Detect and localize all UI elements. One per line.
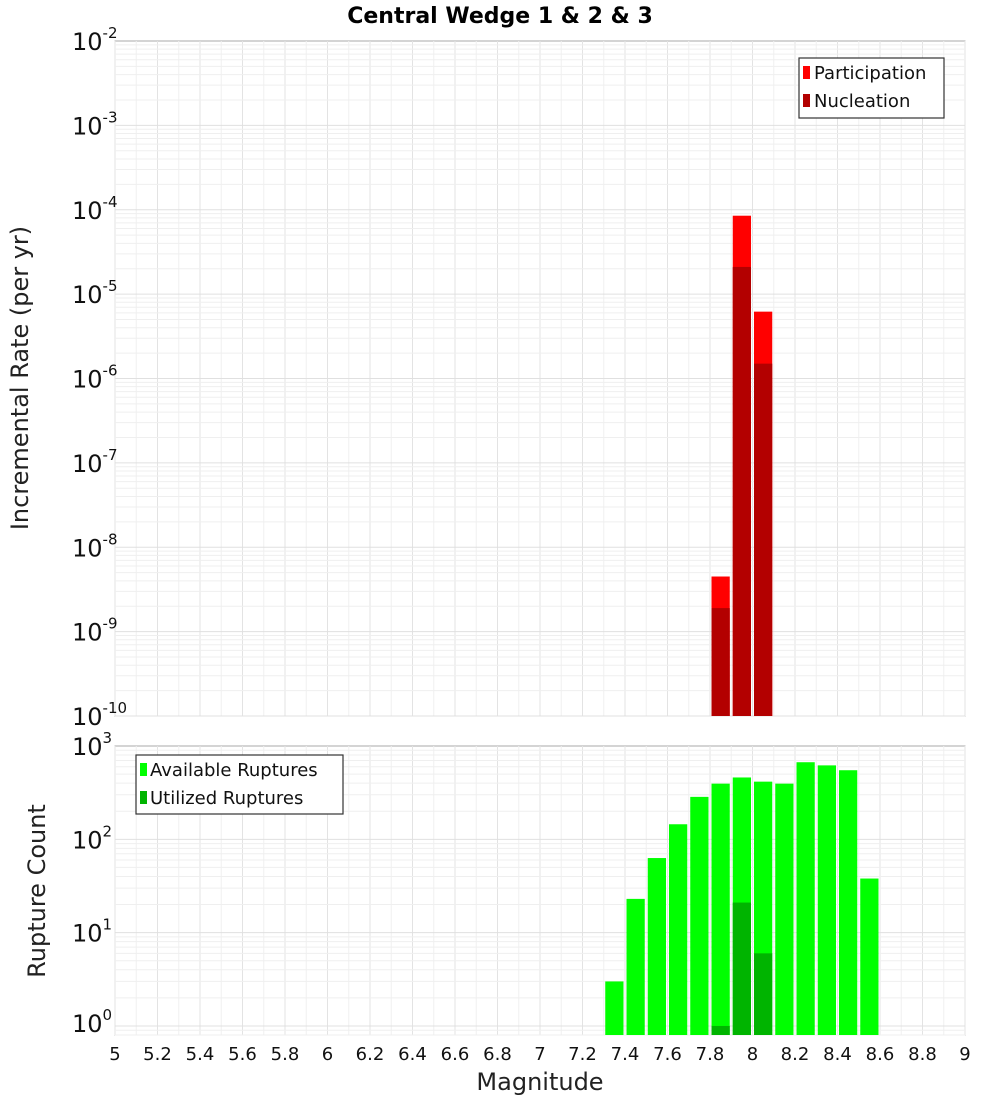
count-available-ruptures-bar bbox=[817, 765, 836, 1035]
rate-nucleation-bar bbox=[711, 608, 730, 716]
count-y-tick-label: 101 bbox=[72, 916, 112, 948]
rate-y-tick-label: 10-2 bbox=[72, 24, 118, 56]
x-tick-label: 7.6 bbox=[653, 1044, 682, 1065]
count-y-ticks: 103 102 101 100 bbox=[72, 729, 112, 1038]
x-tick-label: 6.8 bbox=[483, 1044, 512, 1065]
legend-label-utilized-ruptures: Utilized Ruptures bbox=[150, 788, 303, 809]
rate-nucleation-bar bbox=[732, 266, 751, 716]
x-tick-label: 5.4 bbox=[186, 1044, 215, 1065]
x-tick-label: 6.6 bbox=[441, 1044, 470, 1065]
x-tick-label: 6.2 bbox=[356, 1044, 385, 1065]
rate-panel: 10-2 10-3 10-4 10-5 10-6 10-7 10-8 10-9 10-10 In… bbox=[6, 24, 966, 731]
count-available-ruptures-bar bbox=[775, 783, 794, 1035]
rate-y-tick-label: 10-9 bbox=[72, 615, 118, 647]
count-available-ruptures-bar bbox=[839, 770, 858, 1035]
rate-y-tick-label: 10-5 bbox=[72, 277, 118, 309]
count-x-ticks: 5 5.2 5.4 5.6 5.8 6 6.2 6.4 6.6 6.8 7 7.2 7.4 7.6 7.8 8… bbox=[109, 1044, 970, 1065]
legend-swatch-available-ruptures bbox=[140, 763, 147, 776]
x-tick-label: 8.4 bbox=[823, 1044, 852, 1065]
x-tick-label: 5 bbox=[109, 1044, 120, 1065]
count-available-ruptures-bar bbox=[796, 762, 815, 1035]
x-tick-label: 6.4 bbox=[398, 1044, 427, 1065]
x-axis-label: Magnitude bbox=[476, 1068, 603, 1096]
rate-y-ticks: 10-2 10-3 10-4 10-5 10-6 10-7 10-8 10-9 10-10 bbox=[72, 24, 127, 731]
x-tick-label: 7.4 bbox=[611, 1044, 640, 1065]
count-bars bbox=[605, 762, 879, 1035]
legend-label-nucleation: Nucleation bbox=[814, 91, 910, 112]
count-legend-box bbox=[135, 754, 344, 815]
count-available-ruptures-bar bbox=[605, 981, 624, 1035]
x-tick-label: 6 bbox=[322, 1044, 333, 1065]
rate-nucleation-bar bbox=[754, 363, 773, 716]
rate-y-tick-label: 10-3 bbox=[72, 108, 118, 140]
chart-title: Central Wedge 1 & 2 & 3 bbox=[347, 4, 653, 29]
rate-y-axis-label: Incremental Rate (per yr) bbox=[6, 226, 34, 530]
legend-label-participation: Participation bbox=[814, 63, 926, 84]
rate-y-tick-label: 10-7 bbox=[72, 446, 118, 478]
count-available-ruptures-bar bbox=[711, 783, 730, 1035]
rate-grid bbox=[114, 41, 966, 717]
rate-legend-box bbox=[798, 57, 945, 119]
x-tick-label: 7 bbox=[534, 1044, 545, 1065]
x-tick-label: 5.6 bbox=[228, 1044, 257, 1065]
x-tick-label: 5.8 bbox=[271, 1044, 300, 1065]
rate-y-tick-label: 10-10 bbox=[72, 699, 127, 731]
rate-y-tick-label: 10-8 bbox=[72, 530, 118, 562]
count-y-tick-label: 102 bbox=[72, 822, 112, 854]
rate-bars bbox=[711, 215, 773, 717]
x-tick-label: 8.8 bbox=[908, 1044, 937, 1065]
count-utilized-ruptures-bar bbox=[754, 953, 773, 1035]
x-tick-label: 5.2 bbox=[143, 1044, 172, 1065]
count-utilized-ruptures-bar bbox=[711, 1025, 730, 1035]
x-tick-label: 7.8 bbox=[696, 1044, 725, 1065]
count-y-tick-label: 100 bbox=[72, 1006, 112, 1038]
legend-swatch-utilized-ruptures bbox=[140, 791, 147, 804]
rate-y-tick-label: 10-6 bbox=[72, 362, 118, 394]
rate-y-tick-label: 10-4 bbox=[72, 193, 118, 225]
count-utilized-ruptures-bar bbox=[732, 902, 751, 1035]
count-available-ruptures-bar bbox=[647, 858, 666, 1035]
legend-swatch-participation bbox=[803, 66, 810, 79]
x-tick-label: 8.2 bbox=[781, 1044, 810, 1065]
legend-swatch-nucleation bbox=[803, 94, 810, 107]
legend-label-available-ruptures: Available Ruptures bbox=[150, 760, 318, 781]
count-legend: Available Ruptures Utilized Ruptures bbox=[135, 754, 344, 815]
x-tick-label: 8.6 bbox=[866, 1044, 895, 1065]
count-available-ruptures-bar bbox=[690, 796, 709, 1035]
count-available-ruptures-bar bbox=[626, 898, 645, 1035]
x-tick-label: 9 bbox=[959, 1044, 970, 1065]
count-y-axis-label: Rupture Count bbox=[23, 804, 51, 978]
x-tick-label: 8 bbox=[747, 1044, 758, 1065]
count-available-ruptures-bar bbox=[669, 824, 688, 1035]
count-available-ruptures-bar bbox=[860, 878, 879, 1035]
x-tick-label: 7.2 bbox=[568, 1044, 597, 1065]
rate-legend: Participation Nucleation bbox=[798, 57, 945, 119]
count-y-tick-label: 103 bbox=[72, 729, 112, 761]
count-panel: 103 102 101 100 5 5.2 5.4 5.6 5.8 6 6.2 6.4 6.6 6.8 7… bbox=[23, 729, 971, 1096]
